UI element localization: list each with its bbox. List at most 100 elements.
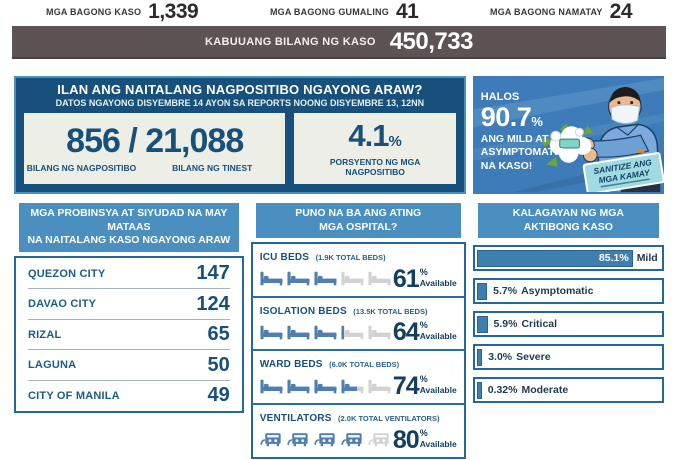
provinces-title-line1: MGA PROBINSYA AT SIYUDAD NA MAY MATAAS xyxy=(30,207,228,233)
isolation-beds-label: ISOLATION BEDS xyxy=(259,305,347,317)
province-name: CITY OF MANILA xyxy=(28,389,120,402)
mild-callout-panel: SANITIZE ANG MGA KAMAY HALOS 90.7% ANG M… xyxy=(472,76,664,194)
new-recovered-label: MGA BAGONG GUMALING xyxy=(269,6,389,17)
top-stats-row: MGA BAGONG KASO 1,339 MGA BAGONG GUMALIN… xyxy=(0,0,678,24)
bed-icon xyxy=(314,325,337,340)
ratio-labels: BILANG NG NAGPOSITIBO BILANG NG TINEST xyxy=(24,163,285,173)
ward-beds-row: WARD BEDS (6.0K TOTAL BEDS) xyxy=(252,351,464,406)
hospitals-rows: ICU BEDS (1.9K TOTAL BEDS) xyxy=(250,242,466,459)
hero-row: ILAN ANG NAITALANG NAGPOSITIBO NGAYONG A… xyxy=(14,76,664,194)
table-row: QUEZON CITY 147 xyxy=(28,259,230,290)
mild-value-line: 90.7% xyxy=(481,103,577,131)
critical-bar-pct: 5.9% xyxy=(493,318,518,331)
province-value: 147 xyxy=(196,262,230,285)
new-deaths-label: MGA BAGONG NAMATAY xyxy=(490,6,603,17)
ventilator-icon xyxy=(368,432,390,448)
icu-beds-total: (1.9K TOTAL BEDS) xyxy=(315,253,386,263)
new-recovered-value: 41 xyxy=(395,0,419,23)
bed-icon xyxy=(287,379,310,393)
mild-value: 90.7 xyxy=(480,102,532,132)
bed-icon xyxy=(260,379,283,393)
mild-bar-pct: 85.1% xyxy=(598,252,629,265)
icu-beds-row: ICU BEDS (1.9K TOTAL BEDS) xyxy=(252,244,464,298)
moderate-bar-pct: 0.32% xyxy=(487,384,518,397)
mild-bar-fill: 85.1% xyxy=(476,249,633,267)
table-row: DAVAO CITY 124 xyxy=(28,289,230,320)
province-value: 49 xyxy=(207,384,230,407)
severe-bar: 3.0% Severe xyxy=(472,344,664,371)
hospitals-title-line1: PUNO NA BA ANG ATING xyxy=(295,207,422,219)
positivity-rate-unit: % xyxy=(388,132,402,150)
bed-icon xyxy=(341,379,358,393)
table-row: CITY OF MANILA 49 xyxy=(28,381,230,411)
isolation-availability: 64 % Available xyxy=(392,318,457,347)
table-row: RIZAL 65 xyxy=(28,320,230,351)
moderate-bar: 0.32% Moderate xyxy=(472,377,664,404)
severe-bar-fill xyxy=(476,348,483,366)
doctor-cartoon-illustration: SANITIZE ANG MGA KAMAY xyxy=(472,76,664,193)
moderate-bar-fill xyxy=(476,381,482,399)
icu-beds-label: ICU BEDS xyxy=(259,252,310,264)
positivity-subtitle: DATOS NGAYONG DISYEMBRE 14 AYON SA REPOR… xyxy=(55,98,425,108)
tested-count-label: BILANG NG TINEST xyxy=(172,162,253,173)
mild-unit: % xyxy=(531,114,543,129)
detail-columns: MGA PROBINSYA AT SIYUDAD NA MAY MATAAS N… xyxy=(14,203,664,459)
positivity-rate-value-line: 4.1% xyxy=(348,120,401,151)
new-recovered-stat: MGA BAGONG GUMALING 41 xyxy=(269,0,419,24)
bed-icon xyxy=(368,272,391,286)
ventilators-icons xyxy=(260,432,392,448)
ventilator-icon xyxy=(314,432,336,448)
icu-beds-icons xyxy=(260,271,392,287)
bed-icon xyxy=(287,272,310,286)
asymptomatic-bar: 5.7% Asymptomatic xyxy=(472,278,664,305)
positive-vs-tested-box: 856 / 21,088 BILANG NG NAGPOSITIBO BILAN… xyxy=(24,113,286,184)
hospitals-header: PUNO NA BA ANG ATING MGA OSPITAL? xyxy=(255,203,461,239)
ventilators-label: VENTILATORS xyxy=(259,413,332,425)
mild-line2: ANG MILD AT ASYMPTOMATIC NA KASO! xyxy=(480,133,565,172)
provinces-panel: MGA PROBINSYA AT SIYUDAD NA MAY MATAAS N… xyxy=(14,203,244,414)
severe-bar-pct: 3.0% xyxy=(488,351,513,364)
ventilator-icon xyxy=(341,432,363,448)
province-name: RIZAL xyxy=(28,328,62,341)
ventilator-icon xyxy=(287,432,309,448)
active-cases-panel: KALAGAYAN NG MGA AKTIBONG KASO 85.1% Mil… xyxy=(472,203,664,404)
positivity-panel: ILAN ANG NAITALANG NAGPOSITIBO NGAYONG A… xyxy=(14,76,466,194)
mild-callout-text: HALOS 90.7% ANG MILD AT ASYMPTOMATIC NA … xyxy=(481,91,577,173)
hospitals-title-line2: MGA OSPITAL? xyxy=(319,220,398,233)
positivity-rate-box: 4.1% PORSYENTO NG MGA NAGPOSITIBO xyxy=(294,113,456,184)
provinces-header: MGA PROBINSYA AT SIYUDAD NA MAY MATAAS N… xyxy=(19,203,239,252)
ward-availability: 74 % Available xyxy=(392,372,457,401)
positivity-rate-label: PORSYENTO NG MGA NAGPOSITIBO xyxy=(329,156,421,177)
active-cases-title-line1: KALAGAYAN NG MGA xyxy=(512,207,624,219)
mild-bar-label: Mild xyxy=(636,252,658,265)
critical-bar-label: Critical xyxy=(521,318,558,331)
bed-icon xyxy=(260,272,283,286)
bed-icon xyxy=(341,272,364,286)
provinces-table: QUEZON CITY 147 DAVAO CITY 124 RIZAL 65 … xyxy=(14,255,244,414)
positivity-rate-value: 4.1 xyxy=(348,117,389,153)
ventilators-row: VENTILATORS (2.0K TOTAL VENTILATORS) xyxy=(253,405,464,457)
province-name: LAGUNA xyxy=(28,359,77,372)
positive-tested-values: 856 / 21,088 xyxy=(66,121,244,160)
severe-bar-label: Severe xyxy=(516,351,551,364)
province-value: 65 xyxy=(207,323,230,346)
bed-icon xyxy=(314,272,337,286)
ventilators-availability: 80 % Available xyxy=(392,425,457,454)
table-row: LAGUNA 50 xyxy=(28,350,230,381)
new-cases-value: 1,339 xyxy=(148,0,199,23)
ward-beds-icons xyxy=(260,379,392,395)
isolation-beds-icons xyxy=(260,325,392,341)
critical-bar-fill xyxy=(476,315,488,333)
moderate-bar-label: Moderate xyxy=(521,384,569,397)
bed-icon xyxy=(287,325,310,340)
bed-icon xyxy=(260,325,283,340)
total-cases-bar: KABUUANG BILANG NG KASO 450,733 xyxy=(12,26,666,59)
ward-beds-label: WARD BEDS xyxy=(259,359,323,371)
sanitize-sign: SANITIZE ANG MGA KAMAY xyxy=(582,152,664,193)
ventilators-total: (2.0K TOTAL VENTILATORS) xyxy=(338,414,440,424)
asymptomatic-bar-fill xyxy=(476,282,488,300)
mild-bar: 85.1% Mild xyxy=(472,245,664,272)
total-cases-value: 450,733 xyxy=(389,27,474,55)
province-value: 124 xyxy=(196,292,230,315)
